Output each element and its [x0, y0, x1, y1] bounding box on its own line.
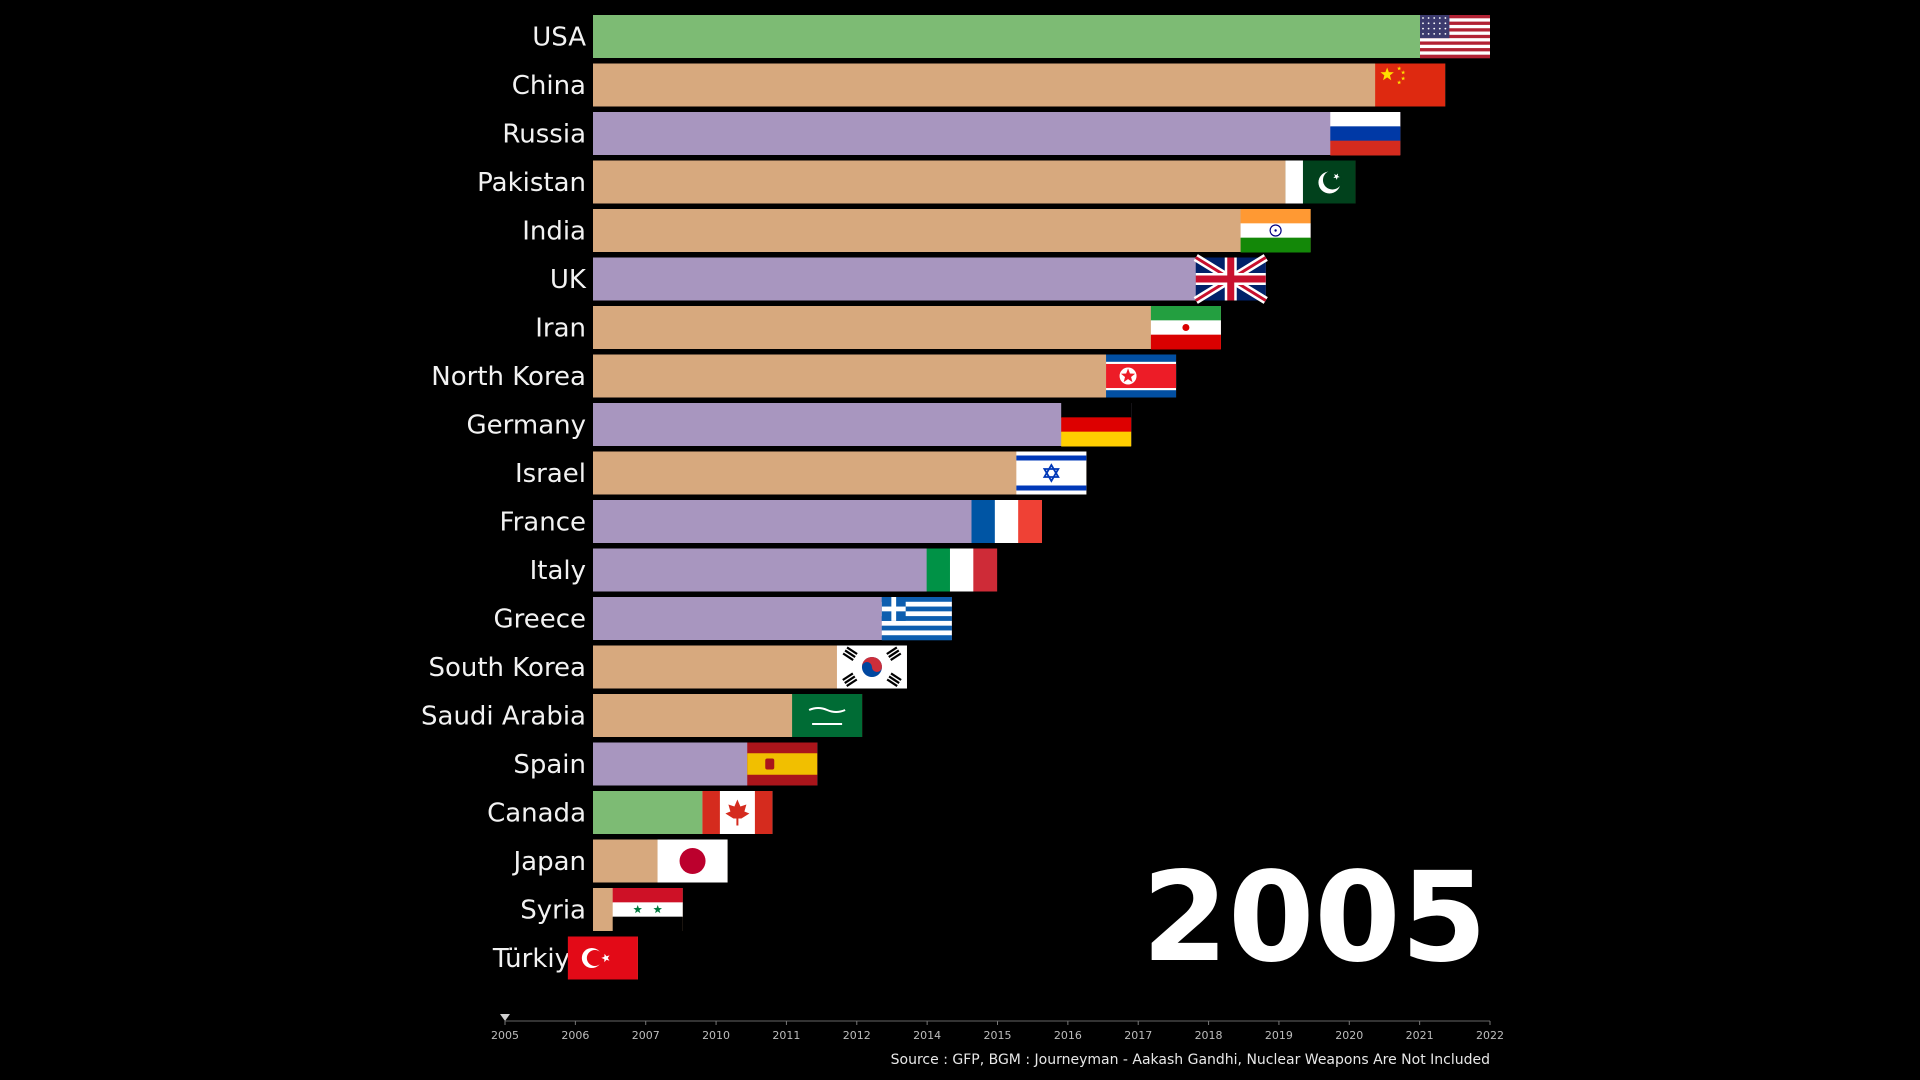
- category-label-italy: Italy: [530, 556, 586, 586]
- category-label-iran: Iran: [535, 314, 586, 344]
- category-label-india: India: [522, 217, 586, 247]
- timeline-tick-label: 2012: [843, 1029, 871, 1042]
- timeline-tick-label: 2007: [632, 1029, 660, 1042]
- bar-north-korea: [593, 354, 1177, 398]
- category-label-spain: Spain: [513, 750, 586, 780]
- flag-turkiye-icon: [567, 936, 638, 980]
- bar-israel: [593, 451, 1087, 495]
- flag-uk-icon: [1193, 254, 1268, 304]
- category-label-north-korea: North Korea: [431, 362, 586, 392]
- timeline-tick-label: 2019: [1265, 1029, 1293, 1042]
- timeline-tick-label: 2010: [702, 1029, 730, 1042]
- labels-layer: USA China Russia Pakistan India UK Iran North K…: [421, 23, 587, 975]
- timeline-tick-label: 2006: [561, 1029, 589, 1042]
- flag-india-icon: [1240, 209, 1311, 253]
- flag-germany-icon: [1061, 403, 1132, 447]
- category-label-russia: Russia: [502, 120, 586, 150]
- flag-greece-icon: [881, 597, 952, 641]
- category-label-usa: USA: [532, 23, 586, 53]
- category-label-china: China: [512, 71, 586, 101]
- category-label-greece: Greece: [493, 605, 586, 635]
- flag-pakistan-icon: [1285, 160, 1356, 204]
- flag-france-icon: [971, 500, 1042, 543]
- bar-uk: [593, 257, 1266, 301]
- timeline-tick-label: 2011: [772, 1029, 800, 1042]
- timeline-tick-label: 2018: [1195, 1029, 1223, 1042]
- category-label-south-korea: South Korea: [428, 653, 586, 683]
- flag-north-korea-icon: [1106, 354, 1177, 398]
- flag-syria-icon: [612, 888, 683, 932]
- flags-layer: [567, 15, 1490, 980]
- bar-pakistan: [593, 160, 1356, 204]
- bar-india: [593, 209, 1311, 252]
- bar-iran: [593, 306, 1221, 349]
- category-label-canada: Canada: [487, 799, 586, 829]
- flag-south-korea-icon: [836, 645, 907, 689]
- bar-germany: [593, 403, 1132, 446]
- bar-usa: [593, 15, 1490, 58]
- category-label-france: France: [500, 508, 586, 538]
- timeline-marker[interactable]: [500, 1014, 510, 1021]
- flag-china-icon: [1375, 63, 1446, 107]
- timeline[interactable]: 2005 2006 2007 2010 2011 2012 2014 2015 2016 2017…: [491, 1014, 1504, 1042]
- flag-japan-icon: [657, 839, 728, 883]
- category-label-germany: Germany: [466, 411, 586, 441]
- bars-layer: [593, 15, 1490, 980]
- flag-usa-icon: [1420, 15, 1490, 59]
- bar-russia: [593, 112, 1401, 155]
- timeline-tick-label: 2015: [984, 1029, 1012, 1042]
- category-label-japan: Japan: [511, 847, 586, 877]
- flag-saudi-arabia-icon: [792, 694, 863, 737]
- bar-china: [593, 63, 1446, 107]
- category-label-israel: Israel: [515, 459, 586, 489]
- timeline-tick-label: 2017: [1124, 1029, 1152, 1042]
- timeline-tick-label: 2020: [1335, 1029, 1363, 1042]
- flag-israel-icon: [1016, 451, 1087, 495]
- flag-canada-icon: [702, 791, 773, 834]
- category-label-pakistan: Pakistan: [477, 168, 586, 198]
- bar-france: [593, 500, 1042, 543]
- timeline-tick-label: 2022: [1476, 1029, 1504, 1042]
- flag-russia-icon: [1330, 112, 1401, 156]
- flag-italy-icon: [926, 548, 998, 592]
- category-label-uk: UK: [550, 265, 587, 295]
- timeline-tick-label: 2021: [1406, 1029, 1434, 1042]
- timeline-tick-label: 2016: [1054, 1029, 1082, 1042]
- category-label-syria: Syria: [520, 896, 586, 926]
- category-label-saudi-arabia: Saudi Arabia: [421, 702, 586, 732]
- current-year-label: 2005: [1142, 846, 1487, 990]
- timeline-tick-label: 2005: [491, 1029, 519, 1042]
- flag-spain-icon: [747, 742, 818, 786]
- source-note: Source : GFP, BGM : Journeyman - Aakash …: [891, 1052, 1490, 1068]
- timeline-tick-label: 2014: [913, 1029, 941, 1042]
- flag-iran-icon: [1150, 306, 1221, 350]
